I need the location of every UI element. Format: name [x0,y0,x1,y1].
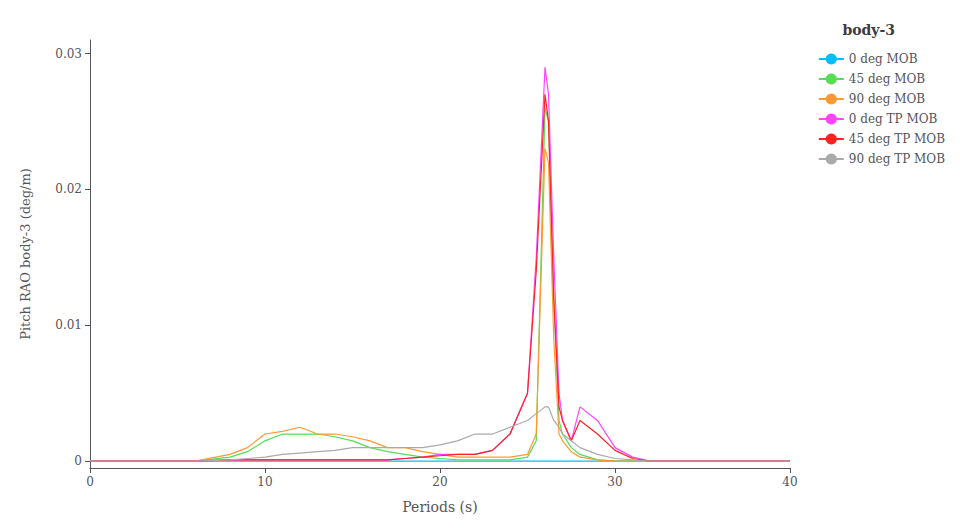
svg-text:0: 0 [74,454,82,468]
svg-text:90 deg TP MOB: 90 deg TP MOB [849,152,945,166]
svg-text:0 deg TP MOB: 0 deg TP MOB [849,112,938,126]
svg-text:40: 40 [782,475,797,489]
svg-text:0.02: 0.02 [55,182,82,196]
svg-text:Pitch RAO body-3 (deg/m): Pitch RAO body-3 (deg/m) [18,168,33,340]
svg-text:90 deg MOB: 90 deg MOB [849,92,925,106]
svg-text:0: 0 [86,475,94,489]
svg-text:45 deg MOB: 45 deg MOB [849,72,925,86]
svg-text:0.03: 0.03 [55,47,82,61]
svg-text:10: 10 [257,475,272,489]
svg-text:0.01: 0.01 [55,318,82,332]
svg-text:30: 30 [607,475,622,489]
svg-text:body-3: body-3 [842,22,895,38]
svg-text:45 deg TP MOB: 45 deg TP MOB [849,132,945,146]
svg-text:0 deg MOB: 0 deg MOB [849,52,918,66]
svg-text:20: 20 [432,475,447,489]
svg-text:Periods (s): Periods (s) [402,499,477,515]
